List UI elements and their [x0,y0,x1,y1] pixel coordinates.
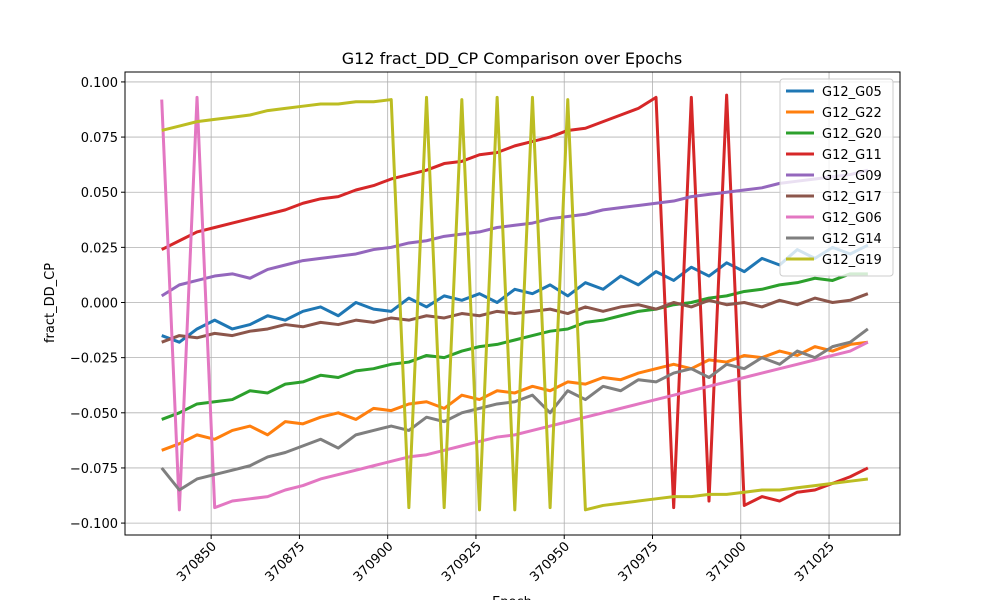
x-tick-label: 370900 [351,539,397,585]
data-line [160,327,869,492]
y-tick-label: −0.100 [70,517,118,532]
y-tick-label: −0.075 [70,462,118,477]
data-line [161,243,869,344]
y-axis-label: fract_DD_CP [43,263,58,343]
data-line [161,93,869,510]
legend-label: G12_G05 [822,85,882,100]
data-line [161,95,869,512]
data-line [161,340,869,452]
data-line [160,168,869,298]
x-tick-label: 370975 [616,539,662,585]
legend-label: G12_G14 [822,232,882,247]
chart-title: G12 fract_DD_CP Comparison over Epochs [342,49,682,69]
legend-label: G12_G19 [822,253,882,268]
legend-label: G12_G22 [822,106,882,121]
y-tick-label: 0.050 [81,186,118,201]
y-tick-label: −0.050 [70,407,118,422]
plot-frame [124,71,901,536]
y-tick-label: −0.025 [70,352,118,367]
data-line [160,95,869,512]
data-line [161,272,868,421]
x-tick-label: 370850 [174,539,220,585]
legend-label: G12_G11 [822,148,882,163]
x-tick-label: 370875 [263,539,309,585]
x-axis-label: Epoch [492,595,532,600]
legend-box [779,78,894,277]
legend-label: G12_G17 [822,190,882,205]
x-tick-label: 371025 [792,539,838,585]
legend-label: G12_G09 [822,169,882,184]
x-tick-label: 371000 [704,539,750,585]
x-tick-label: 370925 [439,539,485,585]
y-tick-label: 0.075 [81,131,118,146]
y-tick-label: 0.100 [81,76,118,91]
legend-label: G12_G06 [822,211,882,226]
legend-label: G12_G20 [822,127,882,142]
x-tick-label: 370950 [527,539,573,585]
data-line [161,292,869,344]
y-tick-label: 0.025 [81,241,118,256]
legend: G12_G05 G12_G22 G12_G20 G12_G11 G12_G09 G12_G… [779,78,894,277]
y-tick-label: 0.000 [81,297,118,312]
